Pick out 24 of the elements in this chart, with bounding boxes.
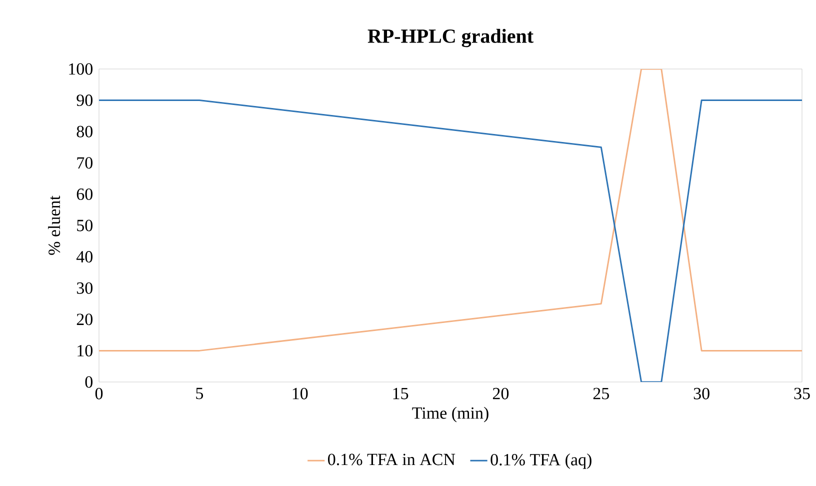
x-tick-label: 30 <box>694 388 710 400</box>
x-tick-label: 0 <box>95 388 103 400</box>
y-tick-label: 40 <box>76 251 92 263</box>
y-tick-label: 20 <box>76 314 92 326</box>
y-tick-label: 0 <box>85 376 92 388</box>
chart-title: RP-HPLC gradient <box>368 28 534 48</box>
x-tick-label: 5 <box>196 388 204 400</box>
x-tick-label: 25 <box>593 388 609 400</box>
x-tick-label: 15 <box>393 388 408 400</box>
y-tick-label: 80 <box>76 126 92 138</box>
y-tick-label: 90 <box>76 94 92 106</box>
x-tick-label: 10 <box>292 388 308 400</box>
x-tick-label: 35 <box>794 388 810 400</box>
x-axis-title: Time (min) <box>412 406 488 422</box>
y-tick-label: 50 <box>77 220 92 232</box>
y-tick-label: 70 <box>77 157 92 169</box>
y-tick-label: 30 <box>76 282 92 294</box>
y-tick-label: 100 <box>69 63 92 75</box>
y-tick-label: 60 <box>76 188 92 200</box>
legend-label: 0.1% TFA in ACN <box>328 454 456 466</box>
legend-label: 0.1% TFA (aq) <box>490 453 592 469</box>
y-tick-label: 10 <box>78 344 92 356</box>
y-axis-title: % eluent <box>48 196 60 255</box>
x-tick-label: 20 <box>492 388 509 400</box>
